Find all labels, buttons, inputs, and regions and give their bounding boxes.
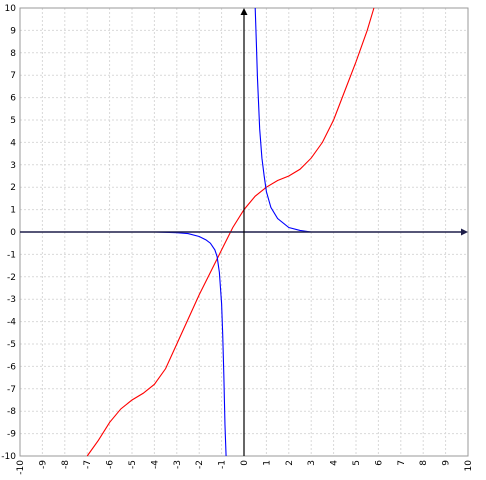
y-tick-label: 1 [10, 206, 16, 216]
series-line-3 [254, 7, 312, 233]
y-tick-label: -5 [7, 340, 16, 350]
x-tick-label: 3 [307, 460, 317, 466]
y-tick-label: -4 [7, 318, 16, 328]
y-tick-label: -7 [7, 385, 16, 395]
x-tick-label: -8 [61, 460, 71, 469]
y-tick-label: -1 [7, 250, 16, 260]
x-tick-label: -5 [128, 460, 138, 469]
y-tick-label: 9 [10, 26, 16, 36]
x-tick-label: -3 [173, 460, 183, 469]
y-axis-arrow [240, 8, 248, 15]
x-tick-label: 10 [464, 460, 474, 472]
x-tick-labels: -10 -9 -8 -7 -6 -5 -4 -3 -2 -1 0 1 2 3 4 5 6 7 8 9 10 [16, 460, 474, 475]
y-tick-label: -2 [7, 273, 16, 283]
y-tick-label: 10 [5, 4, 17, 14]
y-tick-label: -8 [7, 407, 16, 417]
x-axis-arrow [461, 228, 468, 236]
y-tick-label: 6 [10, 94, 16, 104]
x-tick-label: 2 [285, 460, 295, 466]
x-tick-label: -4 [150, 460, 160, 469]
x-tick-label: 9 [442, 460, 452, 466]
x-tick-label: 7 [397, 460, 407, 466]
x-tick-label: -6 [106, 460, 116, 469]
series-line-2 [20, 231, 227, 457]
y-tick-label: -6 [7, 362, 16, 372]
x-tick-label: -10 [16, 460, 26, 475]
y-tick-label: 2 [10, 183, 16, 193]
y-tick-label: 7 [10, 71, 16, 81]
x-tick-label: -2 [195, 460, 205, 469]
y-tick-label: -10 [1, 452, 16, 462]
axes [20, 8, 468, 456]
x-tick-label: 8 [419, 460, 429, 466]
x-tick-label: 1 [262, 460, 272, 466]
y-tick-label: 0 [10, 228, 16, 238]
x-tick-label: 0 [240, 460, 250, 466]
y-tick-label: -9 [7, 430, 16, 440]
y-tick-label: 3 [10, 161, 16, 171]
x-tick-label: -1 [218, 460, 228, 469]
y-tick-label: 4 [10, 138, 16, 148]
x-tick-label: -7 [83, 460, 93, 469]
series-line-1 [86, 7, 375, 457]
x-tick-label: 4 [330, 460, 340, 466]
x-tick-label: 6 [374, 460, 384, 466]
y-tick-label: -3 [7, 295, 16, 305]
x-tick-label: 5 [352, 460, 362, 466]
x-tick-label: -9 [38, 460, 48, 469]
y-tick-label: 8 [10, 49, 16, 59]
y-tick-label: 5 [10, 116, 16, 126]
